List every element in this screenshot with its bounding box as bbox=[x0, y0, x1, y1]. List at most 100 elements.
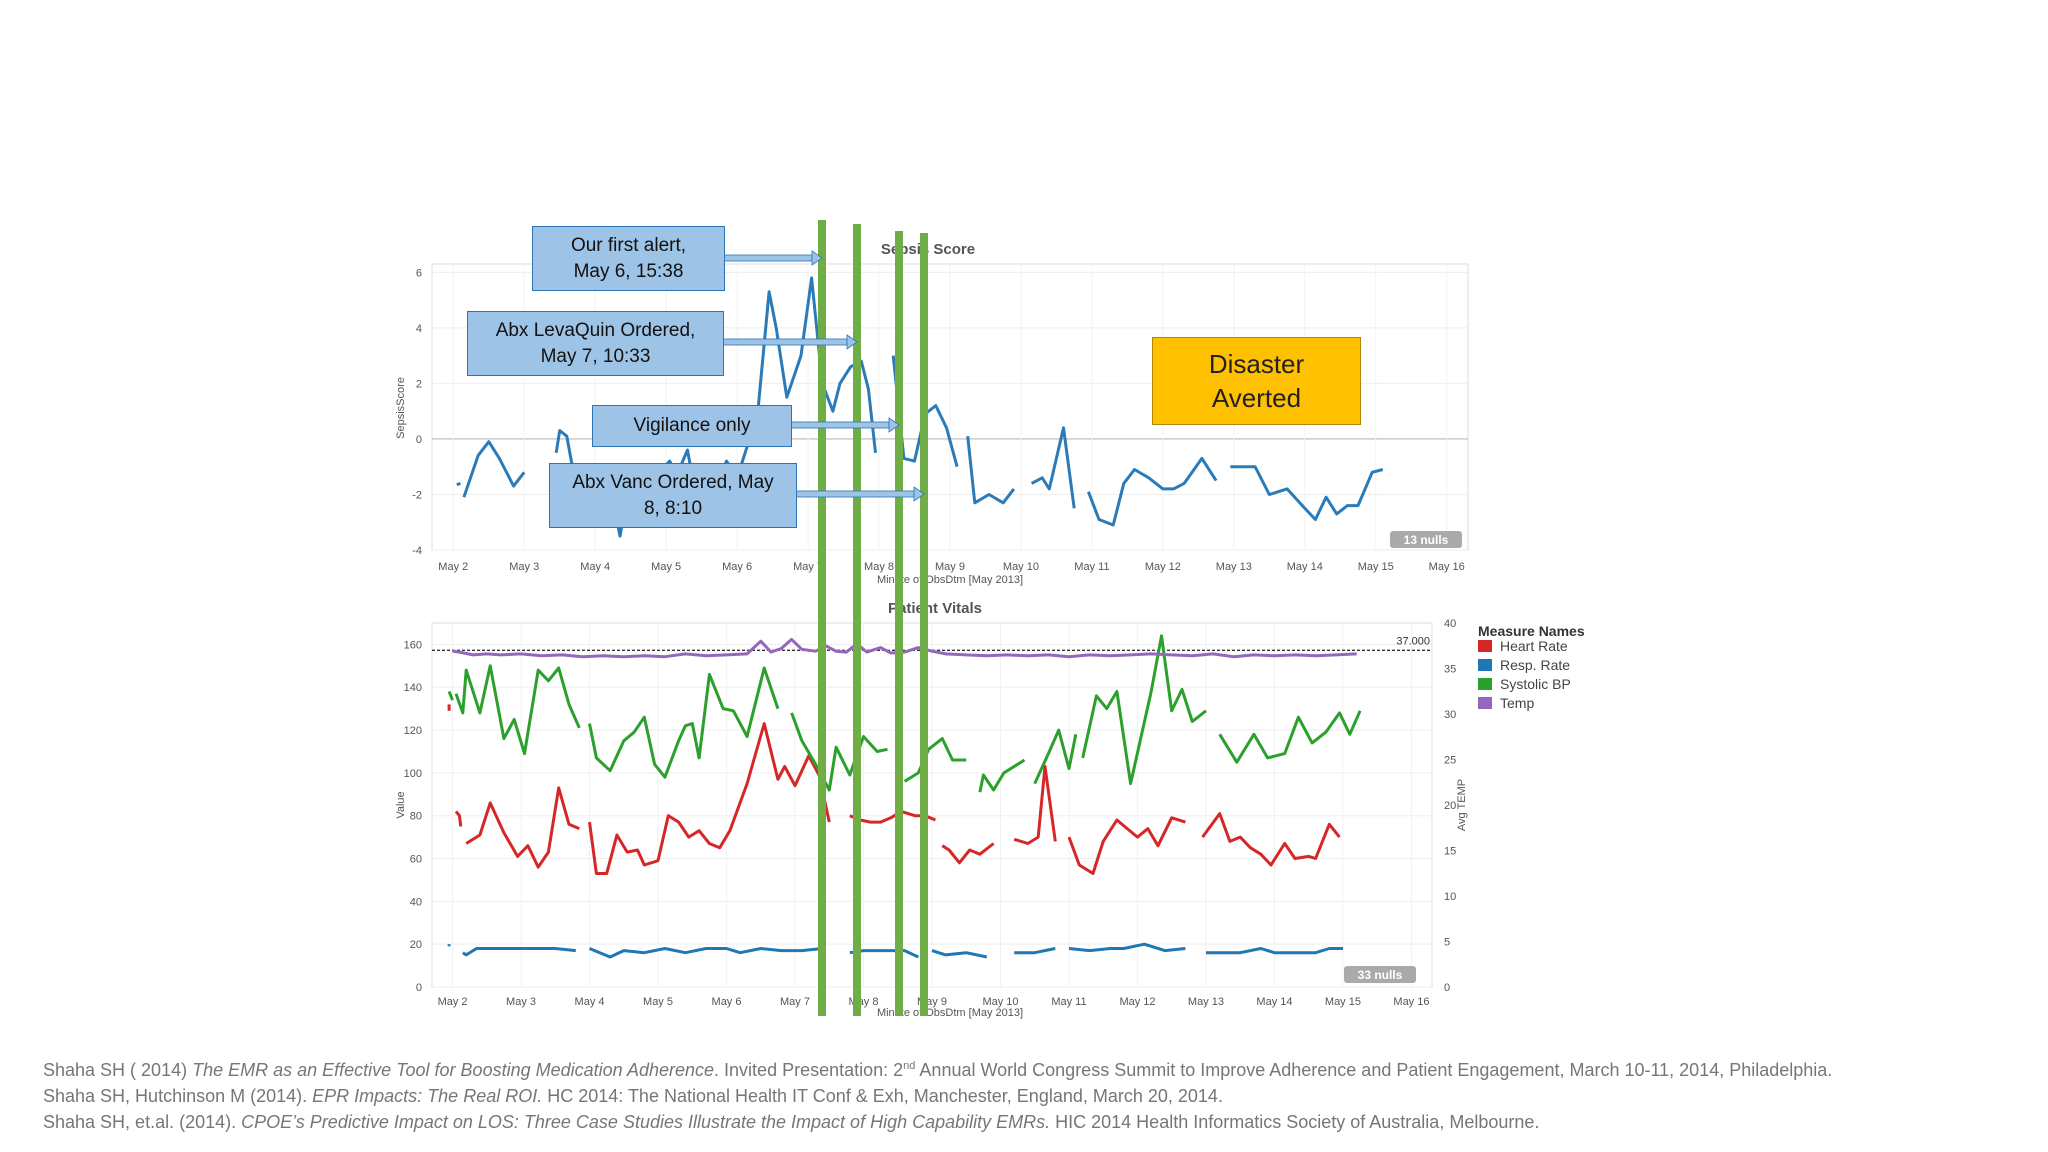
event-bars bbox=[818, 220, 928, 1016]
heart-rate-line bbox=[1067, 816, 1186, 875]
systolic-bp-line bbox=[588, 666, 780, 779]
systolic-bp-line bbox=[1081, 634, 1207, 786]
callout-levaquin: Abx LevaQuin Ordered, May 7, 10:33 bbox=[467, 311, 724, 376]
sepsis-x-tick-label: May 11 bbox=[1074, 561, 1109, 573]
temp-line bbox=[452, 637, 1357, 659]
systolic-bp-line bbox=[447, 690, 454, 701]
sepsis-nulls-badge-text: 13 nulls bbox=[1404, 533, 1449, 547]
vitals-chart: Patient Vitals Value Avg TEMP Minute of … bbox=[395, 600, 1585, 1019]
ref1-mid: . Invited Presentation: 2 bbox=[714, 1060, 904, 1080]
sepsis-x-tick-label: May 4 bbox=[580, 561, 610, 573]
vitals-title: Patient Vitals bbox=[888, 600, 982, 617]
sepsis-y-tick-label: -2 bbox=[412, 489, 422, 501]
vitals-y2-tick-label: 5 bbox=[1444, 937, 1450, 949]
sepsis-x-tick-label: May 13 bbox=[1216, 561, 1252, 573]
vitals-y2-tick-label: 30 bbox=[1444, 709, 1456, 721]
sepsis-x-tick-label: May 2 bbox=[438, 561, 468, 573]
heart-rate-line bbox=[1201, 812, 1341, 867]
vitals-y-ticks: 0 20 40 60 80 100 120 140 160 bbox=[404, 639, 422, 994]
disaster-line2: Averted bbox=[1211, 383, 1302, 413]
heart-rate-line bbox=[465, 786, 580, 869]
vitals-nulls-badge: 33 nulls bbox=[1344, 966, 1416, 983]
callout-first-alert: Our first alert, May 6, 15:38 bbox=[532, 226, 725, 291]
systolic-bp-line bbox=[978, 758, 1026, 793]
sepsis-x-tick-label: May 12 bbox=[1145, 561, 1181, 573]
ref1-sup: nd bbox=[903, 1060, 916, 1072]
systolic-bp-line bbox=[1033, 728, 1078, 785]
legend-label-temp: Temp bbox=[1500, 695, 1534, 711]
disaster-averted-box: Disaster Averted bbox=[1152, 337, 1361, 425]
legend-swatch-systolic-bp bbox=[1478, 678, 1492, 690]
legend-label-systolic-bp: Systolic BP bbox=[1500, 676, 1571, 692]
sepsis-x-tick-label: May 5 bbox=[651, 561, 681, 573]
vitals-x-tick-label: May 2 bbox=[438, 996, 468, 1008]
sepsis-x-tick-label: May 6 bbox=[722, 561, 752, 573]
references: Shaha SH ( 2014) The EMR as an Effective… bbox=[43, 1057, 2033, 1135]
callout-levaquin-line1: Abx LevaQuin Ordered, bbox=[495, 319, 696, 341]
vitals-y2-axis-label: Avg TEMP bbox=[1456, 779, 1468, 831]
ref1-title: The EMR as an Effective Tool for Boostin… bbox=[192, 1060, 715, 1080]
vitals-x-ticks: May 2 May 3 May 4 May 5 May 6 May 7 May 8 May 9… bbox=[438, 996, 1430, 1008]
legend-swatch-temp bbox=[1478, 697, 1492, 709]
sepsis-x-tick-label: May 3 bbox=[509, 561, 539, 573]
systolic-bp-line bbox=[1218, 710, 1362, 764]
vitals-x-tick-label: May 3 bbox=[506, 996, 536, 1008]
callout-first-alert-line2: May 6, 15:38 bbox=[573, 260, 684, 282]
vitals-x-tick-label: May 4 bbox=[575, 996, 605, 1008]
ref2-authors: Shaha SH, Hutchinson M (2014). bbox=[43, 1086, 313, 1106]
vitals-y-tick-label: 80 bbox=[410, 811, 422, 823]
vitals-y-tick-label: 160 bbox=[404, 639, 422, 651]
sepsis-x-tick-label: May 9 bbox=[935, 561, 965, 573]
vitals-y2-tick-label: 40 bbox=[1444, 618, 1456, 630]
systolic-bp-line bbox=[454, 664, 581, 756]
heart-rate-line bbox=[941, 842, 995, 865]
systolic-bp-line bbox=[790, 712, 888, 792]
vitals-x-tick-label: May 12 bbox=[1119, 996, 1155, 1008]
ref3-venue: HIC 2014 Health Informatics Society of A… bbox=[1050, 1112, 1540, 1132]
heart-rate-line bbox=[588, 722, 831, 875]
sepsis-x-tick-label: May 16 bbox=[1429, 561, 1465, 573]
vitals-y-tick-label: 140 bbox=[404, 682, 422, 694]
reference-2: Shaha SH, Hutchinson M (2014). EPR Impac… bbox=[43, 1083, 2033, 1109]
resp-rate-line bbox=[461, 947, 576, 957]
vitals-legend: Measure Names Heart Rate Resp. Rate Systol… bbox=[1478, 623, 1585, 711]
sepsis-x-tick-label: May 8 bbox=[864, 561, 894, 573]
vitals-x-tick-label: May 6 bbox=[712, 996, 742, 1008]
vitals-x-tick-label: May 5 bbox=[643, 996, 673, 1008]
ref3-authors: Shaha SH, et.al. (2014). bbox=[43, 1112, 242, 1132]
systolic-bp-line bbox=[903, 737, 967, 783]
reference-3: Shaha SH, et.al. (2014). CPOE’s Predicti… bbox=[43, 1109, 2033, 1135]
vitals-gridlines bbox=[432, 623, 1432, 988]
callout-vanc-line2: 8, 8:10 bbox=[643, 497, 703, 519]
vitals-y2-tick-label: 15 bbox=[1444, 846, 1456, 858]
vitals-y-tick-label: 60 bbox=[410, 854, 422, 866]
sepsis-score-line bbox=[1230, 465, 1384, 521]
heart-rate-line bbox=[454, 810, 463, 827]
sepsis-y-tick-label: 4 bbox=[416, 323, 422, 335]
vitals-y2-tick-label: 20 bbox=[1444, 800, 1456, 812]
vitals-y2-tick-label: 25 bbox=[1444, 755, 1456, 767]
legend-title: Measure Names bbox=[1478, 623, 1585, 639]
vitals-y2-tick-label: 0 bbox=[1444, 982, 1450, 994]
vitals-y-tick-label: 20 bbox=[410, 939, 422, 951]
vitals-y-tick-label: 0 bbox=[416, 982, 422, 994]
callout-vanc-line1: Abx Vanc Ordered, May bbox=[572, 471, 774, 493]
ref2-title: EPR Impacts: The Real ROI. bbox=[312, 1086, 543, 1106]
ref2-venue: HC 2014: The National Health IT Conf & E… bbox=[542, 1086, 1223, 1106]
disaster-line1: Disaster bbox=[1208, 349, 1305, 379]
vitals-y-axis-label: Value bbox=[395, 791, 407, 818]
temp-reference-label: 37.000 bbox=[1396, 635, 1430, 647]
resp-rate-line bbox=[931, 949, 988, 959]
callout-vigilance-line1: Vigilance only bbox=[633, 415, 751, 436]
sepsis-x-tick-label: May 15 bbox=[1358, 561, 1394, 573]
sepsis-score-line bbox=[462, 440, 526, 498]
sepsis-nulls-badge: 13 nulls bbox=[1390, 531, 1462, 548]
sepsis-score-line bbox=[1030, 426, 1076, 509]
vitals-x-tick-label: May 13 bbox=[1188, 996, 1224, 1008]
legend-swatch-heart-rate bbox=[1478, 640, 1492, 652]
legend-swatch-resp-rate bbox=[1478, 659, 1492, 671]
vitals-x-tick-label: May 14 bbox=[1256, 996, 1292, 1008]
callout-vigilance: Vigilance only bbox=[592, 405, 792, 447]
vitals-x-axis-label: Minute of ObsDtm [May 2013] bbox=[877, 1007, 1023, 1019]
resp-rate-line bbox=[588, 947, 823, 959]
